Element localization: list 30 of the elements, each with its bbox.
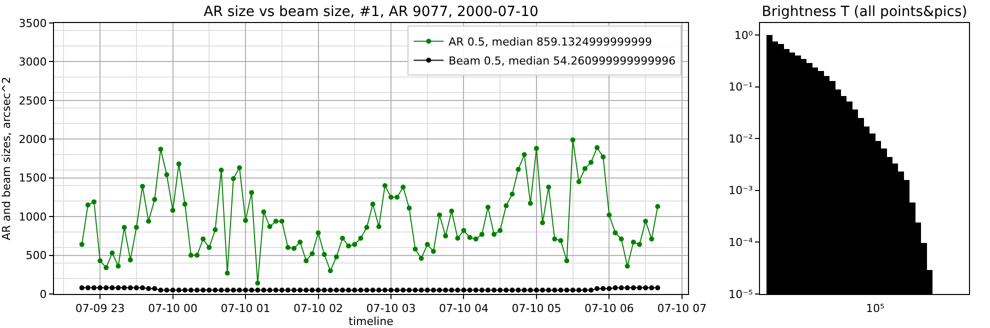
y-axis-title: AR and beam sizes, arcsec^2 — [0, 76, 13, 240]
x-axis-title: timeline — [348, 315, 394, 328]
y-tick-label: 1000 — [18, 210, 47, 224]
x-tick-label: 07-09 23 — [75, 302, 125, 316]
x-tick-label: 07-10 03 — [366, 302, 416, 316]
legend-label: Beam 0.5, median 54.260999999999996 — [448, 54, 676, 68]
x-tick-label: 07-10 07 — [657, 302, 707, 316]
x-tick-label: 07-10 00 — [148, 302, 198, 316]
y-tick-label: 10⁻³ — [728, 184, 753, 198]
chart-title: AR size vs beam size, #1, AR 9077, 2000-07-10 — [204, 4, 538, 20]
x-tick-label: 07-10 04 — [439, 302, 488, 316]
y-tick-label: 10⁻⁴ — [728, 236, 754, 250]
x-tick-label: 07-10 02 — [294, 302, 344, 316]
y-tick-label: 1500 — [18, 172, 47, 185]
x-tick-label: 07-10 01 — [220, 302, 270, 316]
y-tick-label: 10⁻⁵ — [728, 288, 753, 301]
legend-label: AR 0.5, median 859.1324999999999 — [448, 36, 652, 48]
text: 10⁵ — [866, 302, 884, 315]
chart-title: Brightness T (all points&pics) — [762, 4, 968, 20]
y-tick-label: 2500 — [18, 94, 47, 108]
y-tick-label: 10⁻¹ — [728, 80, 753, 94]
y-tick-label: 3500 — [18, 16, 47, 30]
y-tick-label: 500 — [26, 249, 47, 262]
y-tick-label: 3000 — [18, 56, 47, 69]
y-tick-label: 0 — [40, 288, 47, 301]
y-tick-label: 2000 — [18, 132, 47, 146]
y-tick-label: 10⁻² — [728, 132, 753, 146]
x-tick-label: 07-10 05 — [512, 302, 562, 316]
x-tick-label: 07-10 06 — [584, 302, 634, 316]
y-tick-label: 10⁰ — [734, 28, 754, 42]
